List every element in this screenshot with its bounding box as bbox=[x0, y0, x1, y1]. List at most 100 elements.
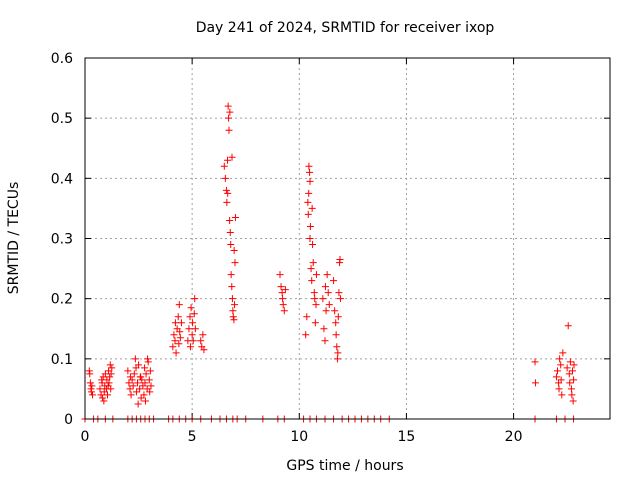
data-point bbox=[226, 216, 234, 224]
data-point bbox=[325, 301, 333, 309]
data-point bbox=[191, 295, 199, 303]
data-point bbox=[531, 358, 539, 366]
data-point bbox=[145, 376, 153, 384]
data-point bbox=[191, 325, 199, 333]
data-point bbox=[308, 204, 316, 212]
data-point bbox=[221, 174, 229, 182]
data-point bbox=[334, 313, 342, 321]
y-tick-label: 0.6 bbox=[51, 51, 73, 67]
data-point bbox=[330, 277, 338, 285]
data-point bbox=[172, 349, 180, 357]
data-point bbox=[87, 388, 95, 396]
x-tick-label: 0 bbox=[81, 429, 90, 445]
data-point bbox=[136, 385, 144, 393]
data-point bbox=[554, 367, 561, 375]
data-point bbox=[89, 391, 96, 399]
data-point bbox=[563, 364, 571, 372]
data-point bbox=[552, 373, 560, 381]
data-point bbox=[200, 346, 208, 354]
x-tick-label: 15 bbox=[398, 429, 416, 445]
data-point bbox=[231, 259, 239, 267]
data-point bbox=[142, 370, 150, 378]
data-point bbox=[176, 328, 184, 336]
data-point bbox=[176, 334, 184, 342]
data-point bbox=[564, 322, 572, 330]
data-point bbox=[332, 331, 340, 339]
data-point bbox=[305, 162, 313, 170]
data-point bbox=[187, 304, 195, 312]
data-point bbox=[569, 397, 577, 405]
x-tick-label: 10 bbox=[290, 429, 308, 445]
data-point bbox=[323, 271, 331, 279]
y-tick-label: 0.1 bbox=[51, 352, 73, 368]
data-point bbox=[320, 325, 328, 333]
data-point bbox=[566, 379, 574, 387]
data-point bbox=[86, 370, 94, 378]
data-points bbox=[81, 102, 578, 423]
data-point bbox=[306, 177, 314, 185]
data-point bbox=[336, 295, 344, 303]
data-point bbox=[309, 259, 317, 267]
data-point bbox=[331, 307, 339, 315]
data-point bbox=[324, 289, 332, 297]
data-point bbox=[278, 289, 286, 297]
data-point bbox=[335, 289, 343, 297]
data-point bbox=[306, 222, 314, 230]
data-point bbox=[279, 301, 287, 309]
data-point bbox=[132, 388, 140, 396]
data-point bbox=[126, 385, 134, 393]
data-point bbox=[171, 337, 179, 345]
data-point bbox=[174, 313, 182, 321]
data-point bbox=[99, 394, 107, 402]
y-tick-label: 0.4 bbox=[51, 171, 73, 187]
data-point bbox=[224, 156, 231, 164]
data-point bbox=[312, 271, 320, 279]
data-point bbox=[229, 313, 237, 321]
data-point bbox=[170, 331, 178, 339]
data-point bbox=[169, 343, 177, 351]
data-point bbox=[276, 271, 284, 279]
data-point bbox=[229, 307, 237, 315]
data-point bbox=[230, 247, 238, 255]
data-point bbox=[333, 355, 341, 363]
data-point bbox=[185, 325, 193, 333]
data-point bbox=[333, 343, 341, 351]
data-point bbox=[228, 283, 236, 291]
data-point bbox=[332, 319, 340, 327]
data-point bbox=[322, 307, 330, 315]
data-point bbox=[189, 319, 197, 327]
y-tick-label: 0.2 bbox=[51, 292, 73, 308]
x-axis-label: GPS time / hours bbox=[286, 458, 403, 474]
data-point bbox=[558, 391, 566, 399]
data-point bbox=[319, 295, 327, 303]
data-point bbox=[125, 379, 133, 387]
data-point bbox=[306, 168, 314, 176]
data-point bbox=[281, 286, 289, 294]
data-point bbox=[141, 379, 149, 387]
data-point bbox=[126, 373, 134, 381]
data-point bbox=[104, 391, 111, 399]
data-point bbox=[555, 385, 563, 393]
data-point bbox=[230, 316, 238, 324]
data-point bbox=[308, 277, 316, 285]
data-point bbox=[568, 391, 576, 399]
data-point bbox=[140, 391, 148, 399]
data-point bbox=[144, 355, 152, 363]
data-point bbox=[138, 376, 146, 384]
data-point bbox=[334, 349, 342, 357]
data-point bbox=[312, 301, 320, 309]
x-tick-label: 5 bbox=[188, 429, 197, 445]
data-point bbox=[570, 376, 578, 384]
data-point bbox=[136, 373, 144, 381]
data-point bbox=[226, 108, 234, 116]
data-point bbox=[129, 382, 137, 390]
data-point bbox=[531, 379, 539, 387]
data-point bbox=[227, 271, 235, 279]
data-point bbox=[570, 361, 578, 369]
grid-lines bbox=[85, 58, 610, 419]
data-point bbox=[228, 153, 236, 161]
y-tick-label: 0.5 bbox=[51, 111, 73, 127]
y-tick-label: 0 bbox=[64, 412, 73, 428]
x-tick-label: 20 bbox=[505, 429, 523, 445]
data-point bbox=[559, 349, 567, 357]
